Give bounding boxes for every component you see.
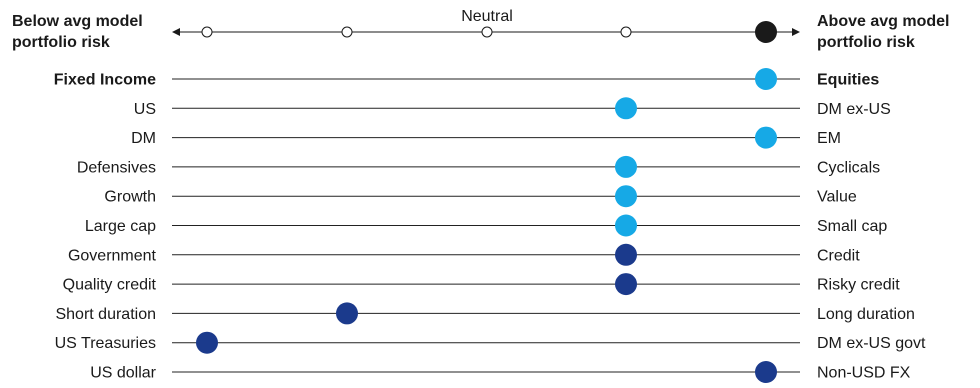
neutral-label: Neutral bbox=[461, 8, 513, 25]
right-header-line-2: portfolio risk bbox=[817, 34, 915, 51]
row-position-dot bbox=[615, 97, 637, 120]
row-left-label: Government bbox=[68, 247, 157, 264]
row-left-label: US bbox=[134, 101, 156, 118]
row-left-label: Defensives bbox=[77, 159, 156, 176]
scale-arrow-right bbox=[792, 28, 800, 36]
row-right-label: DM ex-US govt bbox=[817, 335, 926, 352]
row-position-dot bbox=[615, 155, 637, 178]
scale-marker-selected bbox=[755, 21, 777, 43]
row-right-label: Equities bbox=[817, 72, 879, 89]
scale-marker bbox=[481, 26, 493, 38]
row-left-label: US dollar bbox=[90, 365, 156, 382]
row-left-label: Fixed Income bbox=[54, 72, 156, 89]
chart-row: US dollar Non-USD FX bbox=[90, 361, 911, 383]
scale-marker bbox=[201, 26, 213, 38]
row-position-dot bbox=[755, 68, 777, 90]
chart-row: Defensives Cyclicals bbox=[77, 155, 880, 178]
row-right-label: Long duration bbox=[817, 306, 915, 323]
chart-row: Government Credit bbox=[68, 243, 860, 266]
scale-arrow-left bbox=[172, 28, 180, 36]
row-position-dot bbox=[615, 273, 637, 296]
chart-row: Short duration Long duration bbox=[55, 302, 915, 325]
row-left-label: Short duration bbox=[55, 306, 156, 323]
row-right-label: Cyclicals bbox=[817, 159, 880, 176]
row-position-dot bbox=[196, 331, 218, 354]
row-position-dot bbox=[615, 185, 637, 208]
row-right-label: Risky credit bbox=[817, 277, 900, 294]
right-header-line-1: Above avg model bbox=[817, 13, 949, 30]
left-header-line-1: Below avg model bbox=[12, 13, 143, 30]
row-left-label: DM bbox=[131, 130, 156, 147]
row-position-dot bbox=[615, 243, 637, 266]
row-position-dot bbox=[755, 126, 777, 149]
row-right-label: DM ex-US bbox=[817, 101, 891, 118]
scale-marker bbox=[620, 26, 632, 38]
chart-row: Quality credit Risky credit bbox=[63, 273, 900, 296]
chart-row: US Treasuries DM ex-US govt bbox=[55, 331, 926, 354]
row-left-label: Large cap bbox=[85, 218, 156, 235]
left-header-line-2: portfolio risk bbox=[12, 34, 110, 51]
chart-row: DM EM bbox=[131, 126, 841, 149]
chart-row: Fixed Income Equities bbox=[54, 68, 879, 90]
row-position-dot bbox=[755, 361, 777, 383]
row-right-label: Non-USD FX bbox=[817, 365, 911, 382]
chart-row: Growth Value bbox=[104, 185, 857, 208]
row-left-label: Growth bbox=[104, 189, 156, 206]
chart-row: Large cap Small cap bbox=[85, 214, 887, 237]
row-position-dot bbox=[336, 302, 358, 325]
row-right-label: Credit bbox=[817, 247, 860, 264]
row-position-dot bbox=[615, 214, 637, 237]
risk-scale-axis bbox=[172, 21, 800, 43]
row-right-label: Value bbox=[817, 189, 857, 206]
row-right-label: Small cap bbox=[817, 218, 887, 235]
row-right-label: EM bbox=[817, 130, 841, 147]
row-left-label: US Treasuries bbox=[55, 335, 156, 352]
chart-row: US DM ex-US bbox=[134, 97, 891, 120]
rows-group: Fixed Income Equities US DM ex-US DM EM Defens… bbox=[54, 68, 926, 383]
row-left-label: Quality credit bbox=[63, 277, 157, 294]
scale-marker bbox=[341, 26, 353, 38]
